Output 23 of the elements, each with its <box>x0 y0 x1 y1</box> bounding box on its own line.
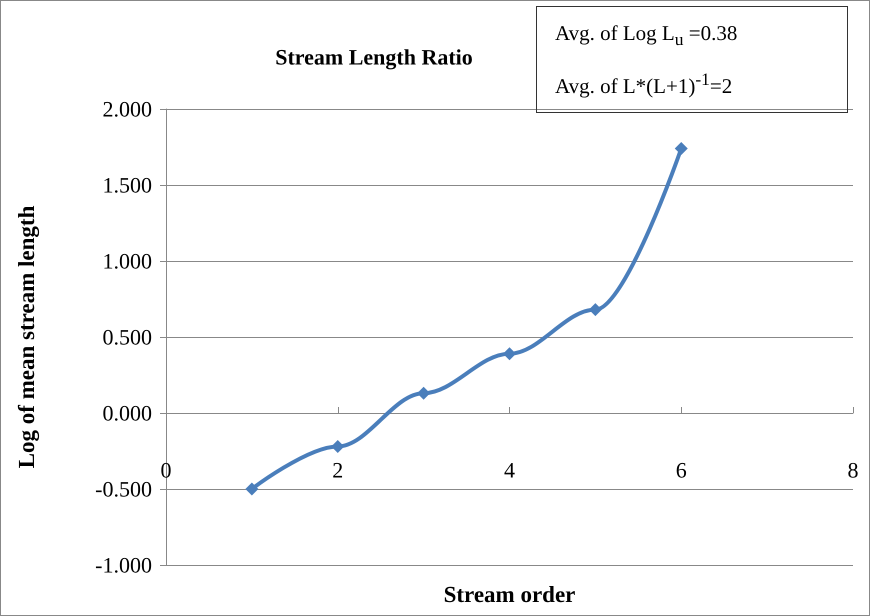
y-tick-label: 0.500 <box>102 324 152 350</box>
y-tick-label: 0.000 <box>102 400 152 426</box>
x-tick-label: 8 <box>848 458 858 482</box>
text: Avg. of L*(L+1)$^{-1}$=2 <box>555 68 734 100</box>
point <box>417 386 430 400</box>
x-tick-label: 6 <box>676 458 687 482</box>
y-tick-label: 2.000 <box>102 96 152 122</box>
x-tick-label: 4 <box>504 458 515 482</box>
y-tick-label: -1.000 <box>95 552 152 578</box>
y-tick-label: -0.500 <box>95 476 152 502</box>
point <box>674 142 688 156</box>
point <box>245 482 258 496</box>
y-tick-label: 1.000 <box>102 248 152 274</box>
y-tick-label: 1.500 <box>102 172 152 198</box>
x-tick-label: 0 <box>160 458 172 482</box>
text: Avg. of Log L$_{u}$ =0.38 <box>555 20 738 52</box>
point <box>588 303 602 316</box>
point <box>331 440 344 453</box>
x-tick-label: 2 <box>332 458 344 482</box>
point <box>503 347 516 360</box>
y-axis-title: Log of mean stream length <box>14 205 40 468</box>
chart-title: Stream Length Ratio <box>275 44 473 70</box>
x-axis-title: Stream order <box>444 582 576 607</box>
